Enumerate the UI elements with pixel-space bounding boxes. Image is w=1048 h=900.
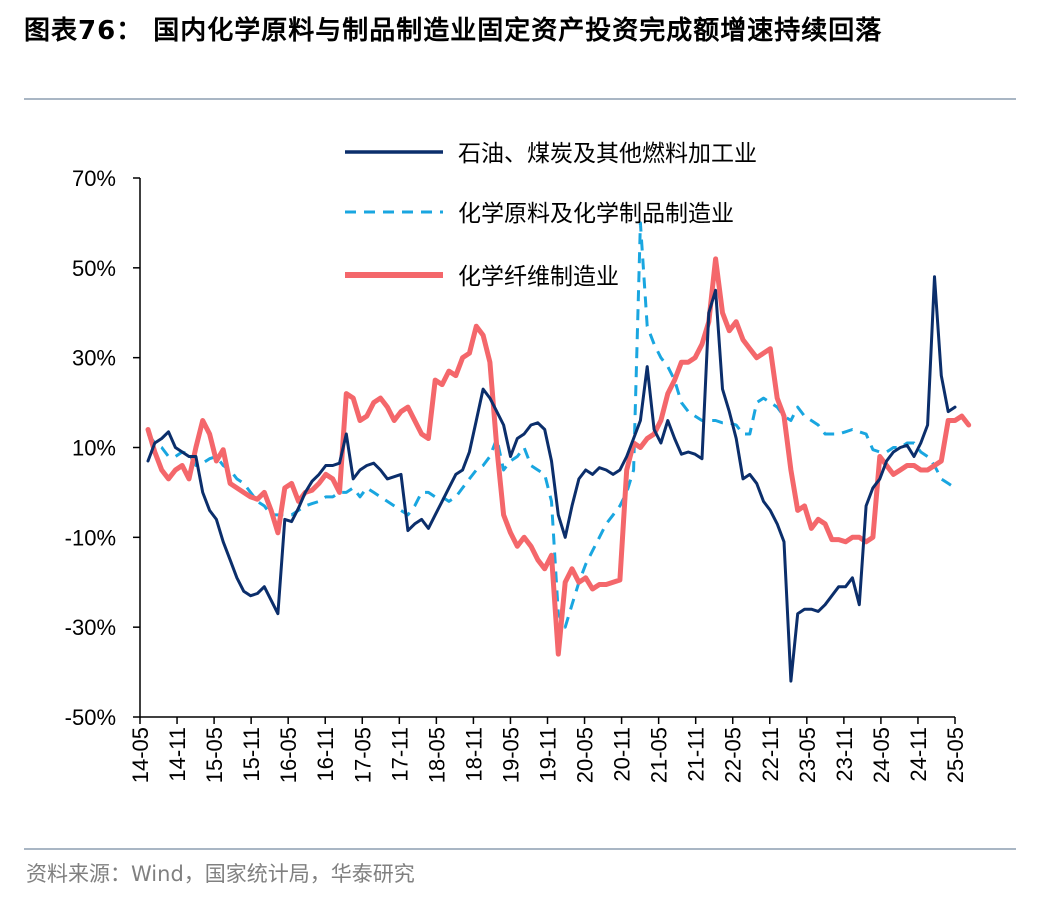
- series-line-1: [146, 275, 957, 683]
- x-tick-label: 16-05: [276, 727, 301, 783]
- x-tick-label: 21-11: [684, 727, 709, 782]
- x-tick-label: 24-05: [869, 727, 894, 783]
- y-tick-label: 30%: [72, 346, 116, 371]
- x-tick-label: 18-05: [424, 727, 449, 783]
- x-tick-label: 23-11: [832, 727, 857, 782]
- x-tick-label: 17-05: [350, 727, 375, 783]
- x-tick-label: 15-05: [202, 727, 227, 783]
- x-tick-label: 23-05: [795, 727, 820, 783]
- y-tick-label: -10%: [65, 525, 116, 550]
- x-tick-label: 14-05: [128, 727, 153, 783]
- x-tick-label: 15-11: [239, 727, 264, 782]
- legend-label-2: 化学原料及化学制品制造业: [458, 201, 734, 227]
- x-tick-label: 17-11: [387, 727, 412, 782]
- x-tick-label: 16-11: [313, 727, 338, 782]
- series-line-3: [145, 256, 972, 657]
- x-tick-label: 18-11: [461, 727, 486, 782]
- x-axis-ticks: 14-05 14-11 15-05 15-11 16-05 16-11 17-05 17-11…: [128, 717, 968, 783]
- x-tick-label: 19-11: [536, 727, 561, 782]
- y-tick-label: 70%: [72, 166, 116, 191]
- y-tick-label: 50%: [72, 256, 116, 281]
- legend-label-3: 化学纤维制造业: [458, 264, 619, 290]
- x-tick-label: 19-05: [498, 727, 523, 783]
- x-tick-label: 24-11: [906, 727, 931, 782]
- chart-title: 图表76： 国内化学原料与制品制造业固定资产投资完成额增速持续回落: [24, 16, 883, 46]
- x-tick-label: 14-11: [165, 727, 190, 782]
- x-tick-label: 25-05: [943, 727, 968, 783]
- legend-label-1: 石油、煤炭及其他燃料加工业: [458, 141, 757, 167]
- x-tick-label: 22-11: [758, 727, 783, 782]
- y-tick-label: 10%: [72, 436, 116, 461]
- x-tick-label: 20-05: [573, 727, 598, 783]
- x-tick-label: 22-05: [721, 727, 746, 783]
- x-tick-label: 20-11: [610, 727, 635, 782]
- source-note: 资料来源：Wind，国家统计局，华泰研究: [26, 862, 415, 886]
- title-divider: [24, 98, 1016, 100]
- series-lines: [145, 221, 972, 683]
- y-tick-label: -50%: [65, 705, 116, 730]
- y-axis-ticks: 70% 50% 30% 10% -10% -30% -50%: [65, 166, 140, 730]
- source-divider: [24, 848, 1016, 850]
- x-tick-label: 21-05: [647, 727, 672, 783]
- y-tick-label: -30%: [65, 615, 116, 640]
